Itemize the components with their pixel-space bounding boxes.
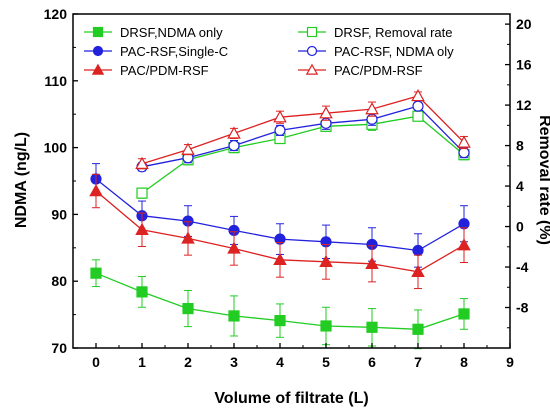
y-right-tick-label: 12 — [516, 97, 532, 113]
series-line — [141, 105, 465, 168]
data-point — [412, 323, 424, 335]
x-tick-label: 7 — [414, 354, 422, 370]
x-tick-label: 2 — [184, 354, 192, 370]
y-right-tick-label: 0 — [516, 219, 524, 235]
data-point — [274, 124, 286, 136]
x-tick-label: 0 — [92, 354, 100, 370]
series-line — [141, 95, 465, 165]
legend-marker — [92, 26, 104, 38]
y-left-tick-label: 100 — [44, 140, 68, 156]
data-point — [274, 315, 286, 327]
legend-item: PAC-RSF,Single-C — [84, 44, 228, 59]
legend-item: PAC/PDM-RSF — [84, 63, 209, 78]
legend-label: PAC-RSF, NDMA oly — [334, 44, 454, 59]
plot-layer — [89, 88, 471, 350]
x-tick-label: 6 — [368, 354, 376, 370]
x-tick-label: 5 — [322, 354, 330, 370]
data-point — [411, 264, 425, 278]
data-point — [228, 310, 240, 322]
legend-marker — [305, 63, 319, 75]
data-point — [457, 238, 471, 251]
x-axis-title: Volume of filtrate (L) — [214, 390, 368, 407]
legend-item: PAC-RSF, NDMA oly — [298, 44, 454, 59]
data-point — [273, 110, 287, 123]
legend-label: PAC/PDM-RSF — [120, 63, 209, 78]
legend-label: PAC/PDM-RSF — [334, 63, 423, 78]
data-point — [136, 187, 148, 199]
y-right-tick-label: -4 — [516, 259, 529, 275]
data-point — [90, 267, 102, 279]
legend-label: DRSF, Removal rate — [334, 25, 452, 40]
legend-marker — [92, 45, 104, 57]
y-right-tick-label: 20 — [516, 16, 532, 32]
y-left-tick-label: 90 — [51, 206, 67, 222]
data-point — [89, 184, 103, 197]
y-axis-right-title: Removal rate (%) — [536, 115, 550, 245]
legend-right: DRSF, Removal rate PAC-RSF, NDMA oly PAC/P… — [298, 25, 454, 78]
legend-left: DRSF,NDMA only PAC-RSF,Single-C PAC/PDM-RS… — [84, 25, 228, 78]
y-right-tick-label: 16 — [516, 57, 532, 73]
data-point — [227, 241, 241, 254]
y-left-tick-label: 80 — [51, 273, 67, 289]
data-point — [457, 135, 471, 148]
y-right-tick-label: 8 — [516, 138, 524, 154]
x-tick-label: 8 — [460, 354, 468, 370]
x-tick-label: 3 — [230, 354, 238, 370]
data-point — [182, 302, 194, 315]
data-point — [412, 100, 424, 112]
data-point — [412, 244, 424, 257]
data-point — [228, 139, 240, 152]
data-point — [227, 126, 241, 139]
y-left-tick-label: 110 — [44, 73, 67, 89]
legend-marker — [91, 63, 105, 75]
y-right-tick-label: -8 — [516, 300, 529, 316]
data-point — [136, 286, 148, 298]
data-point — [365, 256, 379, 270]
data-point — [366, 321, 378, 333]
y-axis-left-title: NDMA (ng/L) — [13, 132, 30, 228]
data-point — [135, 222, 149, 235]
series-3 — [89, 173, 471, 290]
legend-item: DRSF,NDMA only — [84, 25, 223, 40]
legend-marker — [306, 45, 318, 57]
data-point — [181, 142, 195, 155]
data-point — [181, 231, 195, 244]
series-6 — [135, 88, 471, 170]
data-point — [135, 156, 149, 169]
data-point — [412, 110, 424, 122]
x-tick-label: 1 — [138, 354, 146, 370]
series-1 — [90, 259, 470, 350]
y-left-tick-label: 70 — [51, 340, 67, 356]
data-point — [411, 88, 425, 102]
data-point — [319, 106, 333, 119]
y-left-tick-label: 120 — [44, 6, 68, 22]
legend-label: PAC-RSF,Single-C — [120, 44, 228, 59]
legend-item: DRSF, Removal rate — [298, 25, 452, 40]
legend-label: DRSF,NDMA only — [120, 25, 223, 40]
data-point — [458, 147, 470, 159]
y-right-tick-label: 4 — [516, 178, 524, 194]
series-line — [141, 115, 465, 194]
legend-item: PAC/PDM-RSF — [298, 63, 423, 78]
data-point — [319, 254, 333, 268]
x-tick-label: 9 — [506, 354, 514, 370]
legend-marker — [306, 26, 318, 38]
data-point — [365, 102, 379, 115]
data-point — [320, 320, 332, 332]
data-point — [458, 308, 470, 320]
x-tick-label: 4 — [276, 354, 284, 370]
data-point — [458, 218, 470, 230]
data-point — [273, 252, 287, 266]
